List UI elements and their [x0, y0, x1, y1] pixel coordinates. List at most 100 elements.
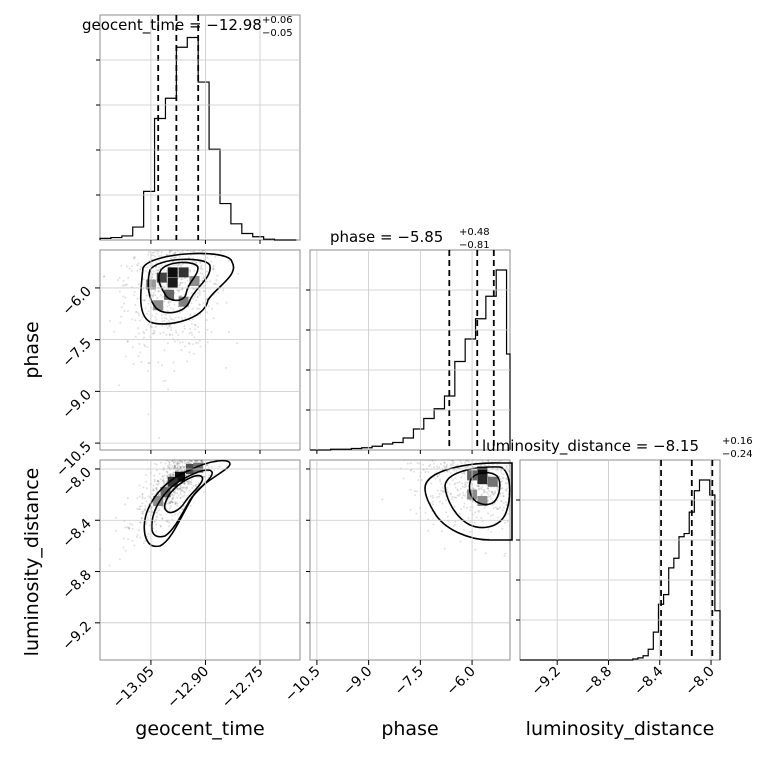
scatter-point: [134, 311, 137, 313]
scatter-point: [463, 486, 466, 489]
scatter-point: [201, 268, 204, 271]
scatter-point: [435, 434, 437, 436]
density-cell: [164, 289, 175, 300]
scatter-point: [600, 506, 602, 508]
scatter-point: [140, 360, 143, 363]
scatter-point: [143, 508, 146, 511]
scatter-point: [154, 294, 157, 297]
scatter-point: [446, 470, 449, 473]
scatter-point: [180, 278, 183, 281]
scatter-point: [182, 447, 184, 449]
scatter-point: [157, 494, 160, 497]
scatter-point: [143, 299, 146, 302]
scatter-point: [169, 221, 171, 223]
scatter-point: [196, 439, 198, 441]
scatter-point: [221, 430, 223, 432]
scatter-point: [161, 324, 164, 327]
scatter-point: [181, 507, 184, 510]
scatter-point: [169, 326, 172, 329]
scatter-point: [479, 464, 482, 467]
scatter-point: [376, 439, 378, 441]
scatter-point: [194, 445, 196, 447]
scatter-point: [522, 462, 524, 464]
scatter-point: [184, 345, 187, 348]
scatter-point: [131, 527, 134, 530]
scatter-point: [531, 501, 533, 503]
scatter-point: [179, 281, 182, 284]
scatter-point: [189, 250, 192, 253]
scatter-point: [159, 223, 161, 225]
scatter-point: [142, 510, 145, 513]
scatter-point: [163, 230, 165, 232]
scatter-point: [509, 478, 510, 481]
scatter-point: [213, 439, 215, 441]
scatter-point: [147, 302, 150, 305]
scatter-point: [178, 242, 180, 244]
scatter-point: [455, 444, 457, 446]
scatter-point: [199, 452, 201, 454]
scatter-point: [184, 454, 186, 456]
scatter-point: [181, 486, 184, 489]
scatter-point: [553, 485, 555, 487]
scatter-point: [454, 448, 456, 450]
scatter-point: [502, 506, 505, 509]
scatter-point: [102, 275, 105, 278]
scatter-point: [169, 505, 172, 508]
scatter-point: [538, 497, 540, 499]
scatter-point: [193, 457, 195, 459]
xtick-label-luminosity_distance: −9.2: [529, 664, 564, 699]
scatter-point: [145, 500, 148, 503]
scatter-point: [175, 263, 178, 266]
scatter-point: [168, 333, 171, 336]
scatter-point: [208, 474, 211, 477]
scatter-point: [115, 529, 118, 532]
scatter-point: [207, 208, 209, 210]
scatter-point: [171, 514, 174, 517]
scatter-point: [139, 245, 141, 247]
scatter-point: [197, 292, 200, 295]
scatter-point: [491, 492, 494, 495]
scatter-point: [166, 253, 168, 256]
scatter-point: [476, 484, 479, 487]
scatter-point: [173, 471, 176, 474]
histogram-luminosity-distance: [520, 460, 721, 661]
scatter-point: [157, 259, 160, 262]
scatter-point: [183, 325, 186, 327]
xtick-label-luminosity_distance: −8.0: [682, 664, 717, 699]
scatter-point: [172, 247, 174, 249]
density-cell: [167, 476, 178, 487]
scatter-point: [187, 245, 189, 247]
scatter-point: [172, 501, 174, 504]
scatter-point: [216, 221, 218, 223]
scatter-point: [137, 327, 139, 330]
scatter-point: [127, 538, 130, 541]
scatter-point: [178, 308, 181, 311]
scatter-point: [507, 469, 510, 472]
scatter-point: [213, 447, 215, 449]
scatter-point: [176, 463, 179, 466]
scatter-point: [171, 493, 173, 496]
scatter-point: [462, 412, 464, 414]
scatter-point: [438, 478, 441, 481]
scatter-point: [427, 471, 430, 473]
scatter-point: [179, 497, 182, 500]
scatter-point: [214, 453, 216, 455]
scatter-point: [495, 376, 497, 378]
scatter-point: [118, 276, 121, 279]
scatter-point: [201, 460, 204, 463]
scatter-point: [187, 342, 190, 345]
scatter-point: [153, 474, 156, 477]
scatter-point: [196, 476, 199, 478]
scatter-point: [190, 292, 193, 294]
scatter-point: [180, 282, 182, 285]
scatter-point: [169, 475, 172, 478]
scatter-point: [143, 299, 146, 302]
scatter-point: [488, 490, 490, 492]
scatter-point: [205, 456, 207, 458]
scatter-point: [147, 323, 149, 326]
scatter-point: [496, 487, 499, 489]
scatter-point: [215, 411, 217, 413]
scatter-point: [186, 480, 189, 483]
scatter-point: [198, 293, 201, 296]
scatter-point: [182, 211, 184, 213]
